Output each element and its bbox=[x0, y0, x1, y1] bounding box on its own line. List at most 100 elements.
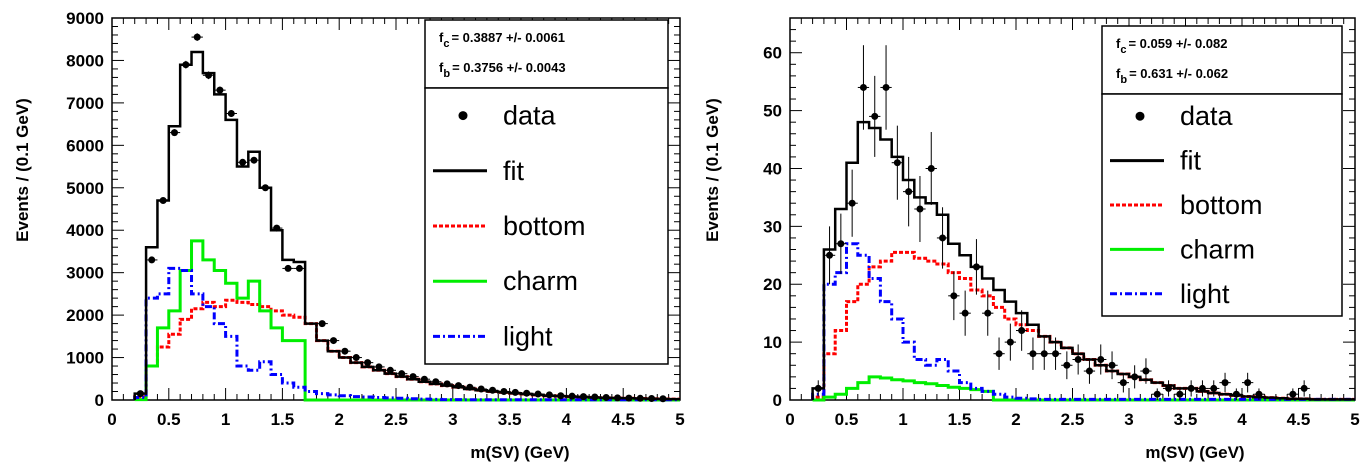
data-marker bbox=[826, 251, 834, 259]
data-marker bbox=[466, 383, 474, 391]
data-marker bbox=[1018, 327, 1026, 335]
data-point bbox=[634, 394, 646, 402]
data-point bbox=[327, 337, 340, 345]
y-tick-label: 0 bbox=[773, 391, 782, 410]
data-marker bbox=[1119, 379, 1127, 387]
data-point bbox=[846, 169, 858, 237]
data-marker bbox=[295, 264, 303, 272]
x-tick-label: 0 bbox=[107, 410, 116, 429]
data-marker bbox=[950, 292, 958, 300]
data-point bbox=[959, 290, 971, 336]
legend-item-charm: charm bbox=[433, 266, 578, 296]
data-point bbox=[948, 271, 960, 321]
legend-item-fit: fit bbox=[1110, 146, 1202, 176]
data-marker bbox=[614, 394, 622, 402]
data-point bbox=[361, 359, 374, 367]
y-tick-label: 10 bbox=[763, 333, 782, 352]
data-point bbox=[611, 394, 624, 402]
stat-b: fb = 0.631 +/- 0.062 bbox=[1116, 66, 1228, 86]
data-point bbox=[1196, 380, 1209, 397]
data-marker bbox=[1187, 384, 1195, 392]
legend-label: fit bbox=[1180, 146, 1202, 176]
chart-panel-2: 0 0.5 1 1.5 2 2.5 3 3.5 4 4.5 50102030405060m(SV) … bbox=[703, 17, 1360, 462]
series-light-line bbox=[133, 266, 680, 402]
data-point bbox=[396, 370, 408, 378]
data-marker bbox=[1153, 390, 1161, 398]
data-point bbox=[914, 176, 926, 242]
y-tick-label: 4000 bbox=[66, 221, 104, 240]
y-tick-label: 1000 bbox=[66, 349, 104, 368]
data-marker bbox=[318, 320, 326, 328]
data-point bbox=[1095, 344, 1107, 375]
data-marker bbox=[625, 394, 633, 402]
data-marker bbox=[984, 309, 992, 317]
data-marker bbox=[523, 389, 531, 397]
y-tick-label: 30 bbox=[763, 217, 782, 236]
y-axis-title: Events / (0.1 GeV) bbox=[703, 98, 722, 242]
data-point bbox=[214, 86, 226, 94]
y-tick-label: 0 bbox=[95, 391, 104, 410]
data-point bbox=[202, 71, 215, 80]
legend-label: light bbox=[1180, 279, 1230, 309]
legend-item-fit: fit bbox=[433, 156, 525, 186]
data-marker bbox=[905, 188, 913, 196]
data-marker bbox=[193, 33, 201, 41]
y-tick-label: 2000 bbox=[66, 306, 104, 325]
data-point bbox=[925, 132, 937, 205]
data-point bbox=[407, 373, 419, 381]
legend-item-charm: charm bbox=[1110, 234, 1255, 264]
data-point bbox=[812, 380, 824, 397]
legend-label: data bbox=[503, 101, 557, 131]
y-tick-label: 20 bbox=[763, 275, 782, 294]
data-point bbox=[373, 363, 385, 371]
data-point bbox=[1016, 310, 1028, 351]
data-point bbox=[293, 264, 306, 272]
data-marker bbox=[1300, 384, 1308, 392]
x-tick-label: 4.5 bbox=[1287, 410, 1311, 429]
data-point bbox=[191, 33, 203, 41]
data-marker bbox=[1074, 355, 1082, 363]
data-point bbox=[1298, 380, 1310, 397]
stat-c: fc = 0.3887 +/- 0.0061 bbox=[439, 30, 565, 50]
legend-label: light bbox=[503, 321, 553, 351]
data-point bbox=[180, 60, 192, 69]
data-marker bbox=[916, 205, 924, 213]
data-point bbox=[1208, 380, 1220, 397]
x-axis-title: m(SV) (GeV) bbox=[470, 443, 569, 462]
data-point bbox=[982, 290, 994, 336]
data-marker bbox=[602, 393, 610, 401]
legend-item-data: data bbox=[458, 101, 557, 131]
data-point bbox=[134, 390, 147, 398]
data-marker bbox=[893, 159, 901, 167]
data-point bbox=[970, 239, 983, 295]
data-marker bbox=[454, 382, 462, 390]
x-tick-label: 1.5 bbox=[948, 410, 972, 429]
data-marker bbox=[1052, 350, 1060, 358]
data-marker bbox=[1289, 390, 1297, 398]
data-point bbox=[430, 378, 442, 386]
data-point bbox=[857, 45, 870, 130]
x-tick-label: 2 bbox=[334, 410, 343, 429]
stat-b: fb = 0.3756 +/- 0.0043 bbox=[439, 60, 566, 80]
chart-panel-1: 0 0.5 1 1.5 2 2.5 3 3.5 4 4.5 5 0 1000 2000 3000 4000 50… bbox=[13, 9, 685, 462]
data-point bbox=[282, 264, 294, 272]
data-point bbox=[993, 337, 1005, 370]
data-marker bbox=[420, 375, 428, 383]
data-marker bbox=[871, 112, 879, 120]
data-point bbox=[225, 110, 237, 117]
data-marker bbox=[136, 390, 144, 398]
data-point bbox=[566, 392, 578, 400]
data-marker bbox=[534, 390, 542, 398]
data-point bbox=[1072, 344, 1084, 375]
data-marker bbox=[1029, 350, 1037, 358]
data-marker bbox=[205, 71, 213, 79]
data-marker bbox=[341, 347, 349, 355]
x-tick-label: 3 bbox=[1124, 410, 1133, 429]
data-point bbox=[259, 184, 272, 192]
data-point bbox=[350, 354, 362, 362]
data-point bbox=[316, 320, 328, 328]
data-marker bbox=[545, 391, 553, 399]
data-marker bbox=[250, 156, 258, 164]
data-point bbox=[236, 158, 249, 166]
